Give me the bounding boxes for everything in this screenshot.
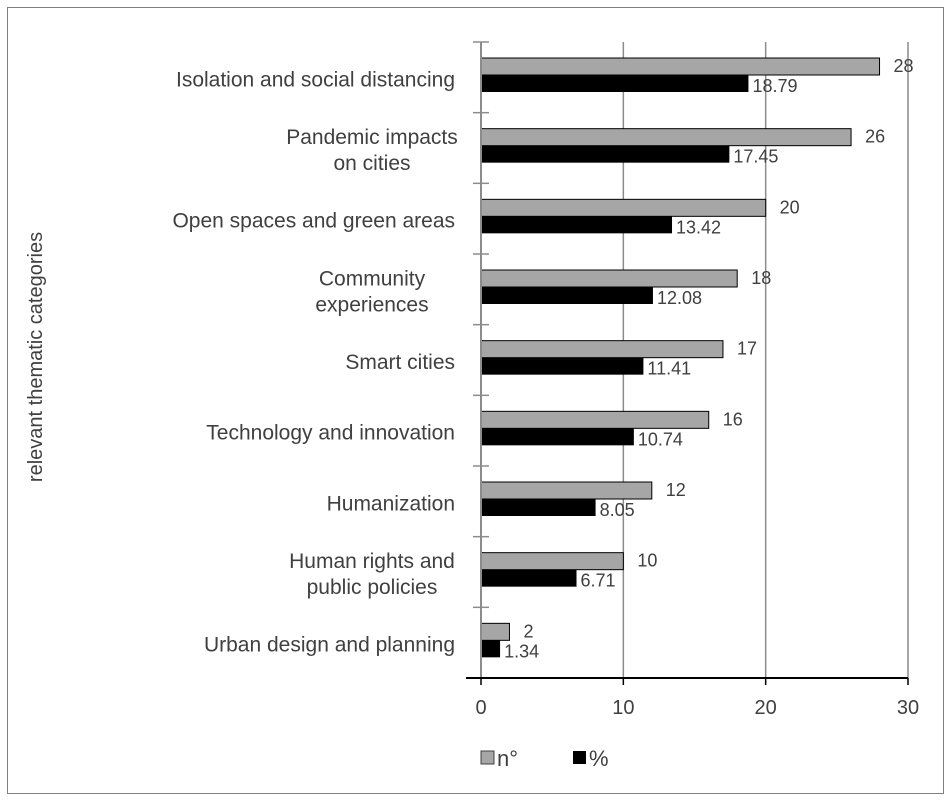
bar-percent: [481, 216, 673, 234]
x-tick-label: 30: [897, 697, 919, 719]
bar-n: [480, 57, 881, 76]
legend-swatch: [480, 750, 495, 765]
data-label-n: 16: [723, 409, 743, 429]
category-label: Humanization: [327, 492, 455, 515]
legend-label: n°: [497, 746, 518, 771]
data-label-percent: 13.42: [676, 217, 721, 237]
data-label-n: 18: [751, 268, 771, 288]
legend-label: %: [589, 746, 609, 771]
data-label-percent: 11.41: [647, 359, 691, 379]
chart-frame: [7, 7, 944, 794]
bar-n: [480, 269, 738, 288]
category-label: experiences: [315, 293, 428, 316]
bar-percent: [481, 499, 596, 516]
bar-percent: [481, 145, 730, 163]
bar-percent: [481, 287, 653, 304]
category-label: Human rights and: [289, 550, 455, 573]
bar-n: [480, 198, 767, 217]
data-label-percent: 6.71: [581, 571, 616, 591]
bar-percent: [481, 428, 634, 446]
category-label: Pandemic impacts: [286, 126, 458, 149]
data-label-n: 20: [780, 197, 800, 217]
category-label: Smart cities: [345, 351, 455, 374]
bar-percent: [481, 75, 749, 92]
category-label: Open spaces and green areas: [172, 210, 455, 233]
y-axis-title: relevant thematic categories: [25, 232, 47, 482]
x-tick-label: 20: [755, 697, 777, 719]
category-label: public policies: [307, 576, 438, 599]
legend-swatch: [573, 751, 586, 764]
data-label-n: 2: [523, 621, 533, 641]
data-label-percent: 18.79: [752, 76, 797, 96]
data-label-percent: 8.05: [600, 500, 635, 520]
data-label-percent: 17.45: [733, 147, 778, 167]
bar-n: [480, 481, 653, 500]
bar-n: [480, 410, 710, 429]
data-label-n: 12: [666, 480, 686, 500]
category-label: Isolation and social distancing: [176, 68, 455, 91]
x-tick-label: 10: [612, 697, 634, 719]
category-label: Urban design and planning: [204, 634, 455, 657]
bar-n: [480, 340, 724, 359]
bar-percent: [481, 640, 501, 658]
bar-n: [480, 128, 852, 147]
category-label: on cities: [333, 152, 410, 175]
data-label-percent: 10.74: [638, 429, 683, 449]
x-tick-label: 0: [475, 697, 486, 719]
data-label-n: 26: [865, 127, 885, 147]
bar-percent: [481, 357, 644, 375]
data-label-n: 10: [637, 551, 657, 571]
data-label-n: 17: [737, 339, 757, 359]
bar-percent: [481, 569, 577, 587]
category-label: Community: [319, 267, 426, 290]
data-label-n: 28: [894, 56, 914, 76]
category-label: Technology and innovation: [206, 422, 455, 445]
data-label-percent: 1.34: [504, 641, 539, 661]
data-label-percent: 12.08: [657, 288, 702, 308]
bar-n: [480, 622, 510, 641]
bar-n: [480, 552, 624, 571]
